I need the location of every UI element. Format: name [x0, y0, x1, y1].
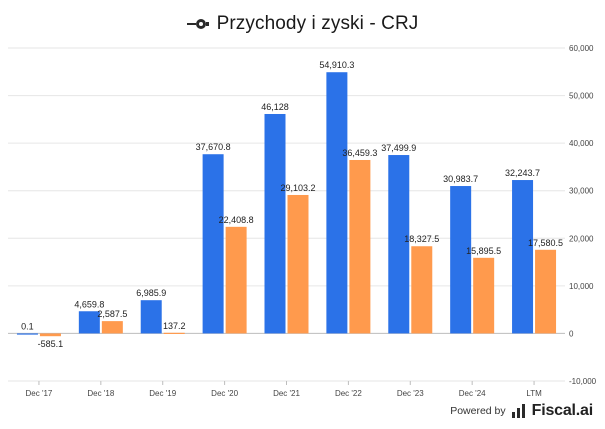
powered-by-text: Powered by	[450, 405, 506, 417]
revenue-bar	[264, 113, 286, 334]
x-tick-label: Dec '22	[335, 389, 362, 398]
x-tick-label: Dec '21	[273, 389, 300, 398]
revenue-value-label: 46,128	[261, 102, 289, 112]
earnings-bar	[225, 226, 247, 334]
y-tick-label: 40,000	[569, 139, 594, 148]
earnings-bar	[101, 321, 123, 334]
y-tick-label: 0	[569, 329, 574, 338]
revenue-value-label: 6,985.9	[136, 288, 166, 298]
revenue-value-label: 4,659.8	[74, 299, 104, 309]
revenue-value-label: 54,910.3	[319, 60, 354, 70]
revenue-value-label: 0.1	[21, 321, 34, 331]
earnings-value-label: 137.2	[163, 321, 186, 331]
revenue-value-label: 30,983.7	[443, 174, 478, 184]
earnings-bar	[39, 333, 61, 337]
earnings-value-label: 18,327.5	[404, 234, 439, 244]
earnings-bar	[349, 159, 371, 334]
earnings-value-label: 36,459.3	[342, 148, 377, 158]
x-axis: Dec '17 Dec '18 Dec '19 Dec '20 Dec '21 Dec '…	[26, 381, 542, 398]
chart-title-row: Przychody i zyski - CRJ	[0, 9, 605, 39]
x-tick-label: Dec '23	[397, 389, 424, 398]
earnings-bar	[411, 246, 433, 334]
x-tick-label: Dec '19	[149, 389, 176, 398]
revenue-bar	[16, 333, 38, 335]
earnings-value-label: 29,103.2	[280, 183, 315, 193]
x-tick-label: Dec '17	[26, 389, 53, 398]
earnings-value-label: 2,587.5	[97, 309, 127, 319]
earnings-bar	[473, 257, 495, 334]
chart-title: Przychody i zyski - CRJ	[216, 13, 419, 34]
x-tick-label: Dec '18	[87, 389, 114, 398]
revenue-value-label: 37,670.8	[196, 142, 231, 152]
data-labels: 0.1 -585.1 4,659.82,587.5 6,985.9 137.2 37,67…	[21, 60, 563, 349]
fiscal-ai-logo-icon	[511, 403, 527, 419]
revenue-bar	[512, 180, 534, 334]
earnings-value-label: -585.1	[38, 339, 64, 349]
y-tick-label: 30,000	[569, 187, 594, 196]
y-tick-label: 50,000	[569, 92, 594, 101]
earnings-bar	[535, 249, 557, 334]
y-tick-label: -10,000	[569, 377, 597, 386]
earnings-bar	[287, 194, 309, 334]
y-tick-label: 60,000	[569, 44, 594, 53]
revenue-bar	[388, 155, 410, 334]
earnings-value-label: 15,895.5	[466, 246, 501, 256]
x-tick-label: Dec '20	[211, 389, 238, 398]
revenue-bar	[326, 72, 348, 334]
footer-attribution: Powered by Fiscal.ai	[450, 401, 593, 421]
logo-icon	[186, 17, 209, 31]
revenue-bar	[202, 154, 224, 334]
x-tick-label: Dec '24	[459, 389, 486, 398]
y-tick-label: 10,000	[569, 282, 594, 291]
revenue-value-label: 37,499.9	[381, 143, 416, 153]
y-axis: 60,000 50,000 40,000 30,000 20,000 10,000 0 -10…	[569, 44, 597, 386]
y-tick-label: 20,000	[569, 234, 594, 243]
x-tick-label: LTM	[526, 389, 542, 398]
revenue-bar	[140, 300, 162, 334]
earnings-value-label: 17,580.5	[528, 238, 563, 248]
brand-name: Fiscal.ai	[531, 402, 594, 419]
earnings-value-label: 22,408.8	[219, 215, 254, 225]
earnings-bar	[163, 332, 185, 334]
revenue-value-label: 32,243.7	[505, 168, 540, 178]
bars	[16, 72, 557, 337]
revenue-bar	[450, 186, 472, 334]
revenue-bar	[78, 311, 100, 334]
